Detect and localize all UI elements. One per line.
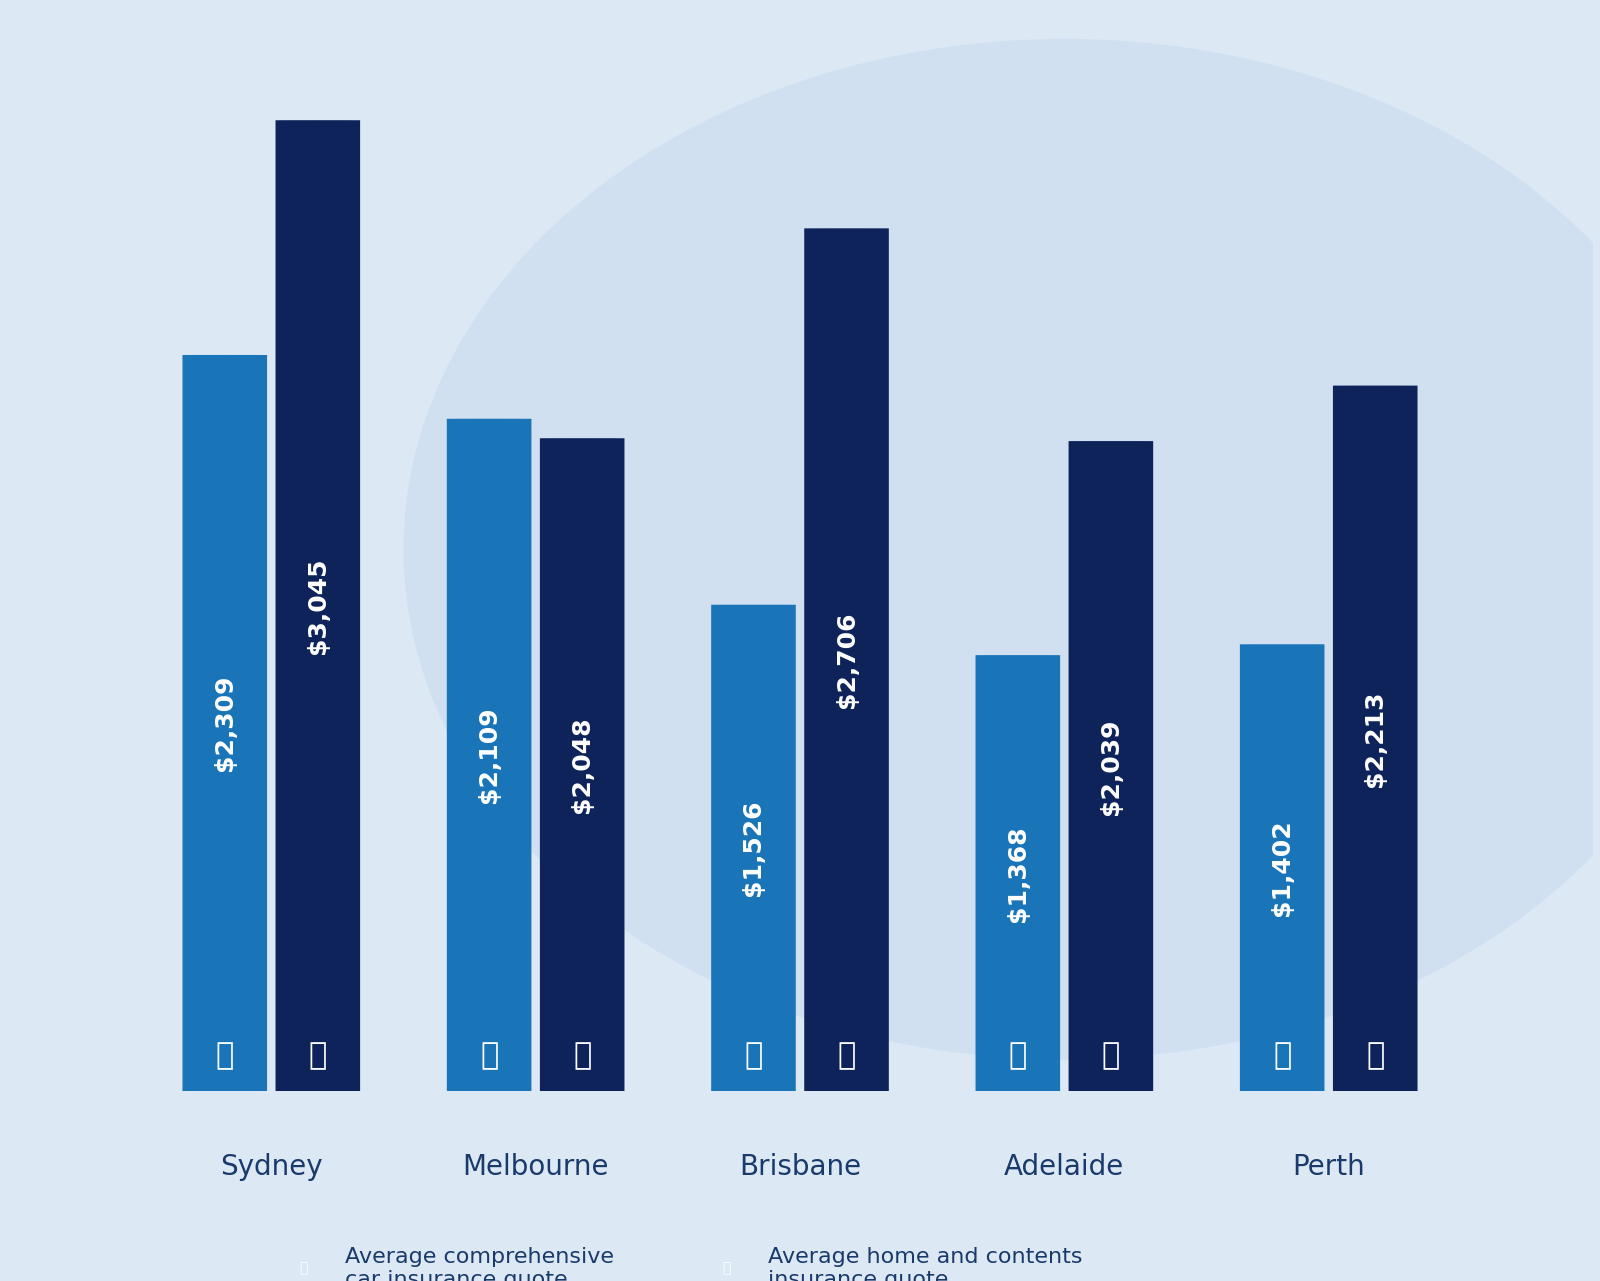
Ellipse shape (403, 38, 1600, 1059)
Text: 🚗: 🚗 (216, 1040, 234, 1070)
Text: 🚗: 🚗 (1274, 1040, 1291, 1070)
Text: 🏠: 🏠 (837, 1040, 856, 1070)
Text: $2,213: $2,213 (1363, 690, 1387, 787)
FancyBboxPatch shape (446, 419, 531, 1091)
Text: Sydney: Sydney (219, 1153, 323, 1181)
Text: 🏠: 🏠 (573, 1040, 592, 1070)
Text: 🏠: 🏠 (1366, 1040, 1384, 1070)
Text: $2,039: $2,039 (1099, 719, 1123, 815)
FancyBboxPatch shape (805, 228, 890, 1091)
Text: $2,309: $2,309 (213, 675, 237, 771)
Text: $2,048: $2,048 (570, 716, 594, 813)
FancyBboxPatch shape (710, 605, 795, 1091)
Text: $3,045: $3,045 (306, 557, 330, 655)
FancyBboxPatch shape (1333, 386, 1418, 1091)
Text: 🚗: 🚗 (1008, 1040, 1027, 1070)
Text: $1,526: $1,526 (741, 799, 765, 897)
FancyBboxPatch shape (539, 438, 624, 1091)
Text: 🏠: 🏠 (309, 1040, 326, 1070)
Text: 🚗: 🚗 (480, 1040, 498, 1070)
Text: $1,368: $1,368 (1006, 825, 1030, 921)
FancyBboxPatch shape (275, 120, 360, 1091)
FancyBboxPatch shape (1240, 644, 1325, 1091)
Text: Perth: Perth (1293, 1153, 1365, 1181)
FancyBboxPatch shape (182, 355, 267, 1091)
Text: $2,109: $2,109 (477, 707, 501, 803)
Text: Average home and contents
insurance quote: Average home and contents insurance quot… (768, 1246, 1083, 1281)
Text: Adelaide: Adelaide (1005, 1153, 1125, 1181)
FancyBboxPatch shape (1069, 441, 1154, 1091)
Text: Brisbane: Brisbane (739, 1153, 861, 1181)
Text: $2,706: $2,706 (835, 611, 859, 708)
Text: $1,402: $1,402 (1270, 820, 1294, 916)
Text: 🚗: 🚗 (299, 1262, 307, 1276)
FancyBboxPatch shape (976, 655, 1061, 1091)
Text: 🚗: 🚗 (744, 1040, 763, 1070)
Text: Melbourne: Melbourne (462, 1153, 610, 1181)
Text: 🏠: 🏠 (1102, 1040, 1120, 1070)
Text: 🏠: 🏠 (722, 1262, 730, 1276)
Text: Average comprehensive
car insurance quote: Average comprehensive car insurance quot… (346, 1246, 614, 1281)
